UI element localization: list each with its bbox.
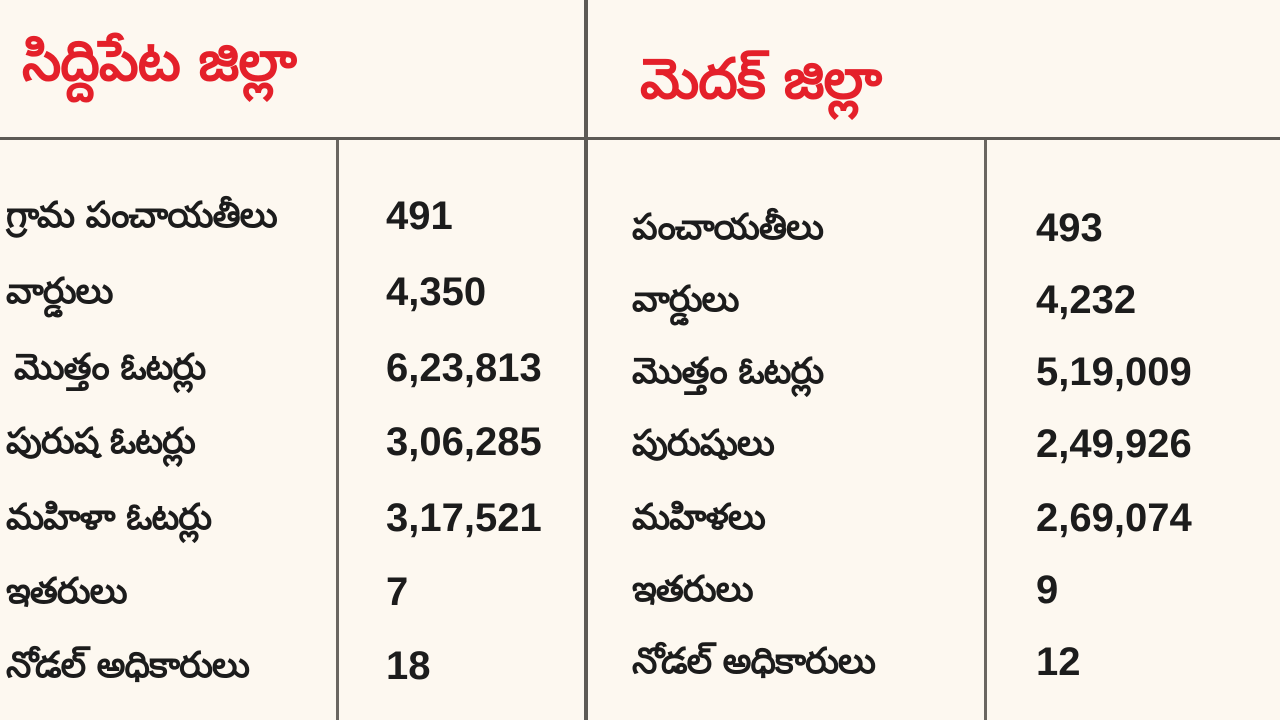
- medak-title: మెదక్ జిల్లా: [640, 47, 882, 112]
- row-value: 493: [1036, 206, 1103, 250]
- row-label: మొత్తం ఓటర్లు: [14, 347, 206, 388]
- siddipet-row: పురుష ఓటర్లు 3,06,285: [0, 412, 584, 472]
- row-value: 6,23,813: [386, 346, 542, 390]
- row-value: 5,19,009: [1036, 350, 1192, 394]
- medak-row: మొత్తం ఓటర్లు 5,19,009: [588, 342, 1280, 402]
- medak-row: నోడల్ అధికారులు 12: [588, 632, 1280, 692]
- medak-row: వార్డులు 4,232: [588, 270, 1280, 330]
- panel-divider: [584, 0, 588, 720]
- siddipet-panel: సిద్దిపేట జిల్లా గ్రామ పంచాయతీలు 491 వార…: [0, 0, 584, 720]
- row-value: 7: [386, 570, 409, 614]
- row-label: పురుషులు: [632, 423, 775, 464]
- siddipet-row: నోడల్ అధికారులు 18: [0, 636, 584, 696]
- row-label: నోడల్ అధికారులు: [632, 641, 876, 682]
- siddipet-row: ఇతరులు 7: [0, 562, 584, 622]
- medak-row: పురుషులు 2,49,926: [588, 414, 1280, 474]
- medak-row: మహిళలు 2,69,074: [588, 488, 1280, 548]
- row-value: 2,69,074: [1036, 496, 1192, 540]
- siddipet-title: సిద్దిపేట జిల్లా: [22, 29, 297, 94]
- siddipet-column-divider: [336, 140, 339, 720]
- row-label: మహిళలు: [632, 497, 766, 538]
- siddipet-row: వార్డులు 4,350: [0, 262, 584, 322]
- row-label: ఇతరులు: [6, 571, 128, 612]
- row-value: 9: [1036, 568, 1059, 612]
- row-label: ఇతరులు: [632, 569, 754, 610]
- row-value: 4,232: [1036, 278, 1137, 322]
- row-label: గ్రామ పంచాయతీలు: [6, 195, 278, 236]
- row-label: మహిళా ఓటర్లు: [6, 497, 212, 538]
- row-value: 3,06,285: [386, 420, 542, 464]
- row-label: పురుష ఓటర్లు: [6, 421, 196, 462]
- row-label: వార్డులు: [6, 271, 114, 312]
- row-value: 491: [386, 194, 453, 238]
- row-value: 12: [1036, 640, 1081, 684]
- siddipet-header-rule: [0, 137, 584, 140]
- medak-column-divider: [984, 140, 987, 720]
- row-value: 18: [386, 644, 431, 688]
- row-label: నోడల్ అధికారులు: [6, 645, 250, 686]
- medak-header-rule: [588, 137, 1280, 140]
- medak-row: పంచాయతీలు 493: [588, 198, 1280, 258]
- siddipet-row: మొత్తం ఓటర్లు 6,23,813: [0, 338, 584, 398]
- medak-panel: మెదక్ జిల్లా పంచాయతీలు 493 వార్డులు 4,23…: [588, 0, 1280, 720]
- row-label: మొత్తం ఓటర్లు: [632, 351, 824, 392]
- row-label: పంచాయతీలు: [632, 207, 824, 248]
- siddipet-row: గ్రామ పంచాయతీలు 491: [0, 186, 584, 246]
- row-value: 3,17,521: [386, 496, 542, 540]
- row-value: 2,49,926: [1036, 422, 1192, 466]
- row-label: వార్డులు: [632, 279, 740, 320]
- medak-row: ఇతరులు 9: [588, 560, 1280, 620]
- siddipet-row: మహిళా ఓటర్లు 3,17,521: [0, 488, 584, 548]
- row-value: 4,350: [386, 270, 487, 314]
